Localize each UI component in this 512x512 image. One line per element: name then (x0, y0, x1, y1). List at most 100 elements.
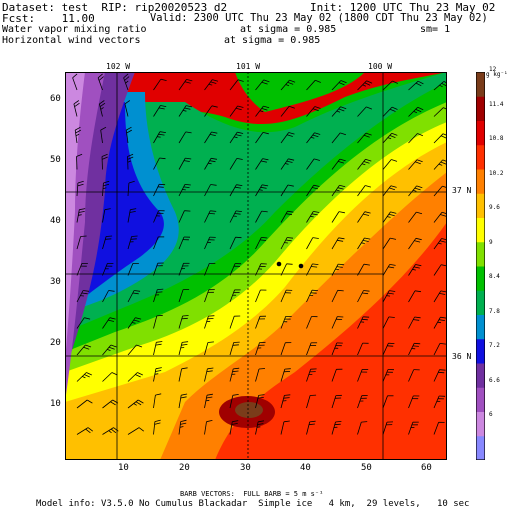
barb-feather (338, 211, 345, 214)
colorbar-swatch (476, 387, 485, 412)
barb-shaft (382, 211, 391, 223)
barb-shaft (102, 344, 112, 356)
barb-feather (135, 401, 142, 406)
barb-shaft (408, 211, 417, 223)
barb-feather (286, 263, 293, 265)
barb-shaft (76, 209, 80, 223)
barb-shaft (433, 133, 444, 144)
y-tick-20: 20 (50, 338, 61, 348)
barb-feather (365, 158, 372, 162)
barb-shaft (382, 316, 390, 329)
lon-label-102w: 102 W (106, 62, 131, 71)
barb-feather (261, 81, 268, 85)
barb-shaft (229, 184, 237, 197)
barb-feather (363, 161, 370, 164)
barb-feather (414, 187, 421, 191)
barb-shaft (102, 236, 107, 250)
barb-shaft (408, 343, 415, 356)
barb-shaft (306, 395, 311, 409)
barb-feather (262, 184, 269, 187)
colorbar-swatch (476, 169, 485, 194)
barb-shaft (178, 210, 185, 223)
x-tick-60: 60 (421, 463, 432, 473)
barb-feather (262, 158, 269, 161)
barb-feather (124, 100, 131, 105)
barb-feather (309, 420, 316, 423)
barb-feather (104, 208, 111, 211)
colorbar-swatch (476, 290, 485, 315)
barb-shaft (357, 316, 364, 329)
barb-shaft (204, 210, 211, 223)
colorbar-swatch (476, 435, 485, 460)
barb-feather (286, 213, 293, 216)
barb-feather (156, 314, 163, 317)
barb-feather (86, 399, 93, 404)
barb-shaft (382, 185, 392, 197)
barb-feather (159, 157, 166, 160)
barb-feather (440, 316, 447, 319)
colorbar (476, 72, 485, 460)
barb-feather (233, 136, 238, 139)
barb-shaft (153, 157, 160, 170)
barb-feather (132, 292, 139, 295)
barb-shaft (229, 105, 238, 117)
lat-label-37n: 37 N (452, 186, 472, 195)
barb-shaft (331, 395, 337, 409)
barb-shaft (123, 77, 129, 91)
barb-shaft (229, 421, 233, 435)
barb-feather (335, 268, 339, 270)
barb-feather (209, 134, 216, 136)
barb-feather (339, 158, 346, 162)
barb-feather (361, 242, 365, 244)
barb-shaft (204, 263, 210, 276)
barb-feather (287, 237, 294, 239)
barb-shaft (229, 158, 238, 170)
barb-shaft (72, 77, 78, 91)
barb-feather (285, 84, 290, 87)
barb-shaft (357, 369, 363, 382)
barb-feather (234, 186, 241, 189)
barb-shaft (357, 395, 363, 409)
barb-shaft (229, 395, 234, 409)
barb-feather (366, 106, 373, 110)
barb-shaft (178, 395, 182, 409)
barb-feather (133, 403, 137, 406)
barb-feather (312, 237, 319, 239)
colorbar-swatch (476, 72, 485, 97)
barb-feather (108, 290, 115, 292)
x-tick-20: 20 (179, 463, 190, 473)
barb-feather (232, 370, 239, 373)
barb-shaft (76, 236, 81, 250)
barb-shaft (433, 211, 443, 223)
barb-shaft (382, 395, 388, 409)
barb-shaft (255, 263, 262, 276)
barb-feather (109, 317, 116, 320)
barb-feather (75, 129, 81, 134)
barb-feather (391, 159, 398, 162)
forecast-label: Fcst: 11.00 (2, 12, 95, 25)
barb-feather (206, 396, 213, 399)
barb-feather (310, 215, 314, 218)
barb-shaft (229, 79, 239, 91)
barb-shaft (331, 290, 339, 303)
barb-feather (181, 367, 188, 370)
barb-feather (100, 126, 107, 131)
barb-shaft (357, 342, 363, 356)
barb-feather (313, 158, 321, 161)
barb-feather (237, 105, 244, 108)
barb-feather (184, 107, 191, 110)
barb-shaft (255, 158, 263, 170)
barb-shaft (433, 369, 440, 382)
lat-label-36n: 36 N (452, 352, 472, 361)
barb-shaft (357, 159, 366, 170)
barb-shaft (306, 316, 312, 329)
barb-shaft (178, 342, 183, 356)
barb-shaft (102, 209, 106, 223)
barb-shaft (408, 395, 414, 409)
barb-shaft (408, 133, 418, 144)
barb-shaft (76, 427, 89, 435)
barb-feather (79, 208, 86, 211)
barb-shaft (204, 395, 208, 409)
barb-feather (138, 427, 145, 432)
barb-feather (313, 184, 320, 187)
